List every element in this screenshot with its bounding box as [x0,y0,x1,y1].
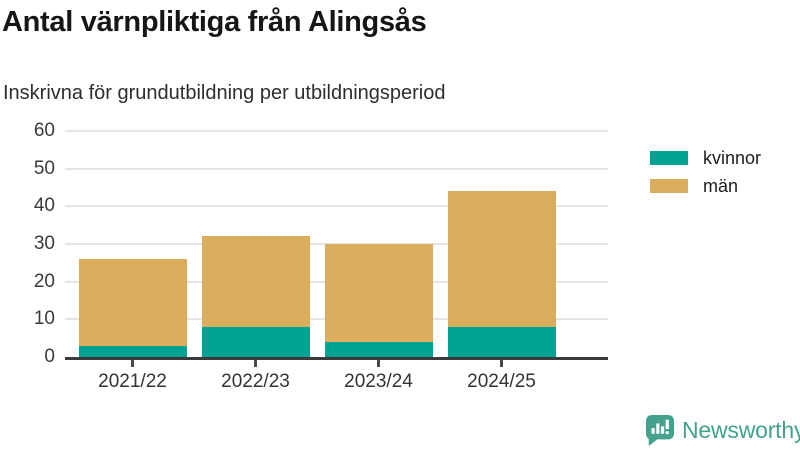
legend-label: kvinnor [703,148,762,168]
gridline-60 [65,130,608,132]
bar-segment-kvinnor [324,341,433,357]
gridline-50 [65,167,608,170]
bar-2023/24 [324,244,433,357]
x-axis-label: 2024/25 [467,371,536,392]
newsworthy-logo: Newsworthy [645,414,800,447]
legend-swatch [650,151,688,165]
x-axis-label: 2023/24 [344,371,413,392]
plot-area: 0 10 20 30 40 50 60 2021/22 2022/23 2023/24 2024/2… [34,120,608,392]
y-axis-label: 20 [33,270,55,292]
bar-2022/23 [201,236,310,357]
bar-segment-män [324,244,433,342]
bar-2024/25 [447,191,556,357]
chart-subtitle: Inskrivna för grundutbildning per utbild… [3,82,446,104]
x-axis-label: 2022/23 [221,371,290,392]
legend-swatch [650,179,688,193]
y-axis-label: 0 [44,346,55,367]
bar-2021/22 [78,259,187,357]
legend-label: män [703,176,739,196]
x-axis-tick [131,360,134,367]
x-axis-tick [254,360,257,367]
x-axis-tick [500,360,503,367]
y-axis-label: 60 [33,120,55,141]
y-axis-label: 50 [33,157,55,179]
legend-item-kvinnor: kvinnor [650,149,761,167]
gridline-30 [65,243,608,245]
x-axis-tick [377,360,380,367]
legend-item-män: män [650,177,761,195]
bar-segment-kvinnor [201,326,310,357]
bar-segment-män [201,236,310,327]
y-axis-label: 40 [33,195,55,217]
newsworthy-icon [645,415,675,446]
bar-segment-män [447,191,556,327]
y-axis-label: 10 [33,308,55,330]
x-axis-label: 2021/22 [98,371,167,392]
gridline-40 [65,205,608,208]
chart-title: Antal värnpliktiga från Alingsås [2,6,427,38]
bar-segment-män [78,259,187,346]
newsworthy-wordmark: Newsworthy [682,417,800,443]
y-axis-label: 30 [33,233,55,254]
bar-segment-kvinnor [78,345,187,357]
legend: kvinnor män [650,149,761,195]
bar-segment-kvinnor [447,326,556,357]
